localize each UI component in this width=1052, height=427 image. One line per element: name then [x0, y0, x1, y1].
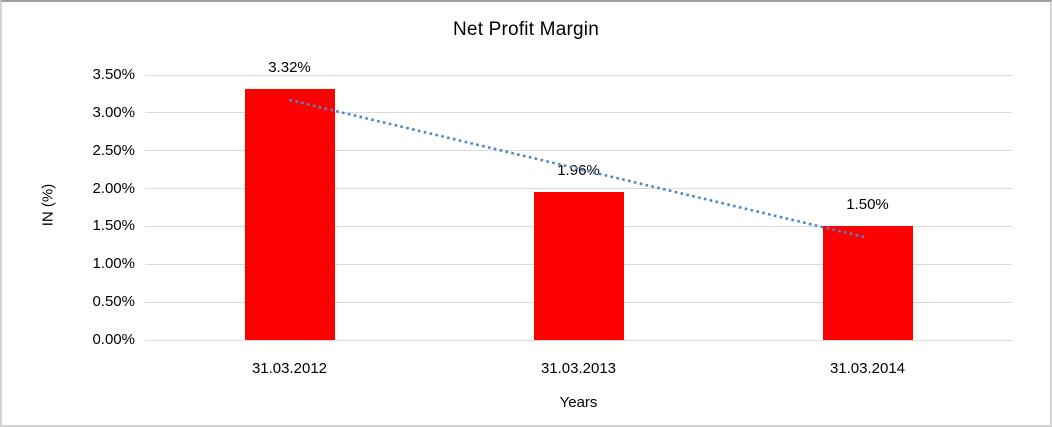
x-tick-label: 31.03.2013: [540, 360, 617, 377]
bar-value-label: 1.50%: [846, 196, 889, 214]
bar-value-label: 3.32%: [268, 58, 311, 76]
x-axis-title: Years: [559, 394, 598, 411]
bar: [244, 88, 335, 340]
y-tick-label: 3.50%: [92, 66, 135, 83]
y-tick-label: 1.50%: [92, 217, 135, 235]
x-tick-label: 31.03.2012: [251, 360, 328, 377]
y-tick-label: 2.00%: [92, 179, 135, 197]
y-tick-label: 3.00%: [92, 103, 135, 121]
bar-value-label: 1.96%: [557, 161, 600, 179]
chart-title: Net Profit Margin: [453, 19, 599, 40]
y-tick-label: 0.00%: [92, 331, 135, 348]
x-tick-label: 31.03.2014: [829, 360, 906, 377]
gridline: [145, 74, 1012, 76]
bar: [533, 191, 624, 340]
bar: [822, 226, 913, 340]
y-tick-label: 1.00%: [92, 255, 135, 273]
y-tick-label: 0.50%: [92, 293, 135, 311]
y-tick-label: 2.50%: [92, 141, 135, 159]
gridline: [145, 339, 1012, 341]
